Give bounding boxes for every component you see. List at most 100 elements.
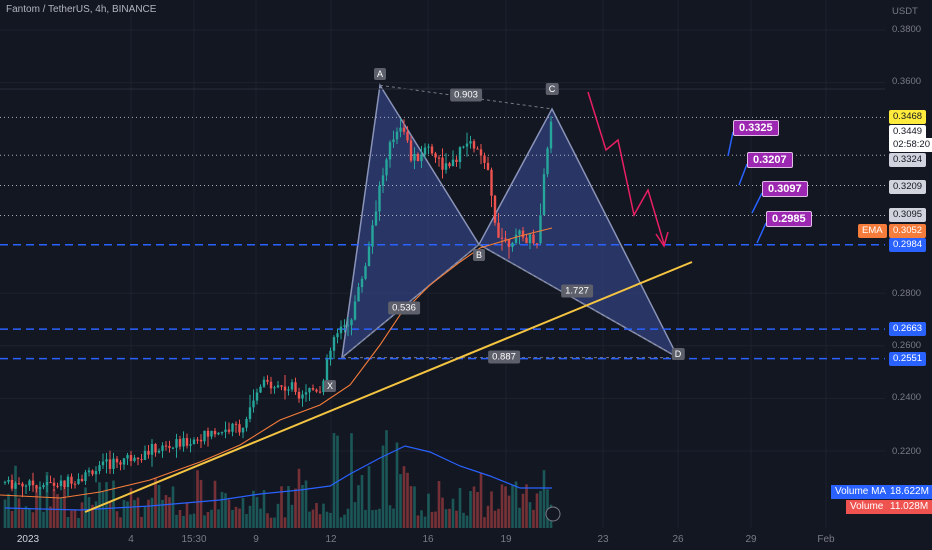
projection-arrow <box>587 91 665 245</box>
volume-bar <box>409 486 413 528</box>
volume-bar <box>182 515 185 528</box>
support-badge: 0.2984 <box>889 238 927 252</box>
volume-bar <box>63 486 66 528</box>
volume-bar <box>448 508 451 528</box>
volume-bar <box>224 493 227 528</box>
volume-bar <box>154 477 157 528</box>
volume-bar <box>49 506 52 528</box>
volume-bar <box>199 479 203 528</box>
volume-bar <box>402 466 406 528</box>
candle-body <box>77 478 80 484</box>
volume-bar <box>147 499 150 528</box>
volume-bar <box>143 506 147 528</box>
candle-body <box>430 146 434 154</box>
volume-bar <box>77 517 80 528</box>
candle-body <box>448 163 451 167</box>
candle-body <box>420 154 423 162</box>
candle-body <box>539 215 542 244</box>
time-tick: 26 <box>672 534 684 545</box>
candle-body <box>402 127 406 132</box>
candle-body <box>301 394 304 399</box>
volume-bar <box>483 517 486 528</box>
target-connector <box>727 131 734 157</box>
candle-body <box>220 432 224 434</box>
volume-bar <box>311 509 315 528</box>
volume-bar <box>189 514 192 528</box>
candle-body <box>224 429 227 433</box>
candle-body <box>203 430 206 442</box>
candle-body <box>35 485 38 489</box>
volume-bar <box>259 508 262 528</box>
volume-bar <box>203 515 206 528</box>
harmonic-pattern <box>340 83 680 360</box>
candle-body <box>42 485 45 488</box>
volume-bar <box>364 509 367 528</box>
candle-body <box>234 423 238 425</box>
volume-bar <box>339 517 343 528</box>
volume-bar <box>175 514 178 528</box>
volume-bar <box>388 505 392 528</box>
volume-bar <box>276 503 280 528</box>
volume-bar <box>3 499 7 528</box>
ema-label: EMA <box>858 224 887 238</box>
volume-bar <box>84 487 87 528</box>
volume-bar <box>122 499 126 528</box>
candle-body <box>119 462 122 465</box>
candle-body <box>472 141 476 149</box>
candle-body <box>52 482 56 486</box>
volume-bar <box>252 490 255 528</box>
volume-bar <box>45 472 49 528</box>
candle-body <box>308 388 311 393</box>
candle-body <box>154 443 157 453</box>
candle-body <box>500 237 504 239</box>
candle-body <box>409 140 413 161</box>
candle-body <box>143 450 147 460</box>
time-tick: 16 <box>422 534 434 545</box>
volume-bar <box>420 510 423 528</box>
volume-bar <box>539 490 542 528</box>
volume-bar <box>38 487 42 528</box>
candle-body <box>325 359 329 381</box>
candle-body <box>63 480 66 488</box>
candle-body <box>108 459 112 469</box>
volume-bar <box>511 484 514 528</box>
candle-body <box>266 379 269 382</box>
volume-bar <box>525 484 528 528</box>
flash-icon <box>545 506 561 522</box>
volume-bar <box>378 508 381 528</box>
ratio-label: 1.727 <box>561 284 593 298</box>
candle-body <box>150 443 154 455</box>
candle-body <box>126 455 129 459</box>
time-tick: 15:30 <box>181 534 207 545</box>
volume-bar <box>465 515 469 528</box>
candle-body <box>161 445 164 451</box>
candle-body <box>392 139 395 143</box>
volume-bar <box>42 511 45 528</box>
volume-bar <box>287 486 290 528</box>
volume-bar <box>24 506 28 528</box>
pattern-point-x: X <box>323 380 337 392</box>
candle-body <box>115 458 119 463</box>
candle-body <box>45 482 49 486</box>
symbol-title[interactable]: Fantom / TetherUS, 4h, BINANCE <box>6 4 157 15</box>
price-tick: 0.3800 <box>892 24 922 35</box>
candle-body <box>423 147 427 155</box>
volume-bar <box>31 512 35 528</box>
volume-bar <box>532 509 535 528</box>
volume-bar <box>206 512 210 528</box>
candle-body <box>192 439 196 445</box>
pattern-bcd <box>477 107 680 360</box>
candle-body <box>147 450 150 455</box>
pattern-point-c: C <box>545 83 559 95</box>
volume-bar <box>346 508 350 528</box>
volume-bar <box>21 509 24 528</box>
candle-body <box>493 195 497 223</box>
candle-body <box>98 465 101 472</box>
time-tick: 2023 <box>16 534 40 545</box>
volume-bar <box>444 509 448 528</box>
candle-body <box>497 222 500 238</box>
candle-body <box>476 148 479 150</box>
candle-body <box>504 238 507 240</box>
candle-body <box>273 387 276 389</box>
